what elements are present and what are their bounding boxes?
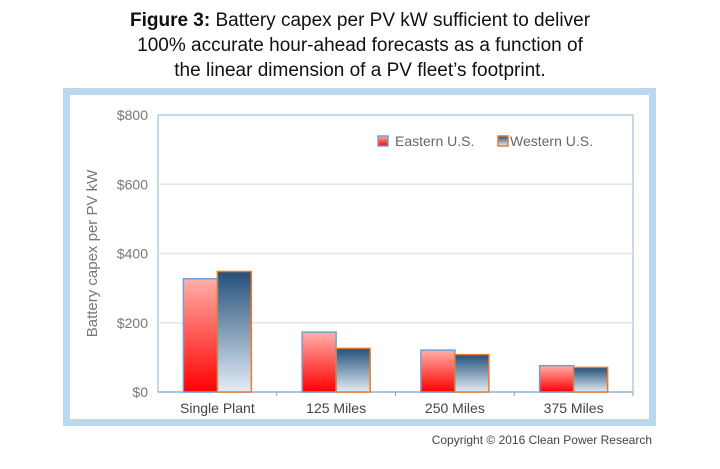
x-tick-label: 125 Miles <box>306 400 366 416</box>
title-line-1: Battery capex per PV kW sufficient to de… <box>210 10 591 31</box>
x-tick-label: 250 Miles <box>425 400 485 416</box>
title-figure-label: Figure 3: <box>129 10 211 31</box>
y-tick-label: $200 <box>117 315 148 331</box>
bar-eastern-u-s-375-miles <box>538 364 575 393</box>
chart-title: Figure 3: Battery capex per PV kW suffic… <box>0 8 720 83</box>
y-axis-label: Battery capex per PV kW <box>84 169 101 337</box>
bar-eastern-u-s-250-miles <box>420 349 456 393</box>
bar-western-u-s-single-plant <box>216 270 253 393</box>
legend-swatch-1 <box>497 135 509 147</box>
y-tick-label: $400 <box>117 246 148 262</box>
bar-western-u-s-125-miles <box>335 347 371 393</box>
y-tick-label: $600 <box>117 176 148 192</box>
legend-label-1: Western U.S. <box>510 133 593 149</box>
x-tick-label: 375 Miles <box>544 400 604 416</box>
legend-swatch-0 <box>377 135 389 147</box>
copyright: Copyright © 2016 Clean Power Research <box>431 433 652 447</box>
bar-western-u-s-250-miles <box>454 353 490 393</box>
legend-label-0: Eastern U.S. <box>395 133 474 149</box>
bar-eastern-u-s-125-miles <box>301 331 337 393</box>
y-tick-label: $800 <box>117 107 148 123</box>
title-line-3: the linear dimension of a PV fleet’s foo… <box>174 60 546 81</box>
x-tick-label: Single Plant <box>180 400 255 416</box>
title-line-2: 100% accurate hour-ahead forecasts as a … <box>137 35 583 56</box>
y-tick-label: $0 <box>132 384 148 400</box>
bar-eastern-u-s-single-plant <box>182 278 219 393</box>
bar-western-u-s-375-miles <box>572 366 609 393</box>
